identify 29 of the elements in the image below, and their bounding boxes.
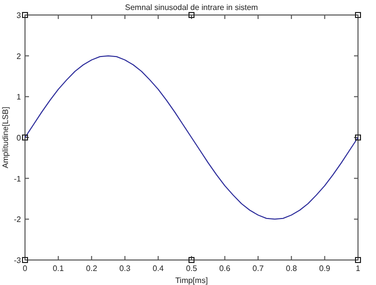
point: [22, 12, 28, 18]
x-tick-label: 0.9: [319, 264, 331, 273]
x-tick-label: 0.3: [119, 264, 132, 273]
y-tick-label: 2: [16, 52, 22, 61]
x-tick-label: 0.4: [152, 264, 164, 273]
x-axis-title: Timp[ms]: [175, 276, 208, 285]
y-tick-label: -1: [14, 174, 22, 184]
y-tick-label: -3: [14, 256, 22, 265]
point: [22, 257, 28, 263]
point: [188, 257, 194, 263]
x-tick-label: 0.6: [219, 264, 231, 273]
x-tick-label: 1: [356, 264, 361, 273]
point: [355, 12, 361, 18]
y-tick-label: 3: [16, 11, 22, 20]
x-tick-label: 0.2: [86, 264, 98, 273]
point: [22, 134, 28, 140]
point: [355, 134, 361, 140]
x-tick-label: 0.5: [186, 264, 198, 273]
point: [355, 257, 361, 263]
y-tick-label: 1: [16, 92, 22, 102]
y-axis-title: Amplitudine[LSB]: [1, 106, 10, 168]
x-tick-label: 0.7: [252, 264, 264, 273]
y-tick-label: 0: [16, 134, 22, 142]
point: [188, 12, 194, 18]
chart-title: Semnal sinusodal de intrare in sistem: [125, 3, 258, 12]
x-tick-label: 0.8: [286, 264, 298, 273]
x-tick-label: 0.1: [52, 264, 64, 273]
y-tick-label: -2: [14, 215, 22, 224]
x-tick-label: 0: [22, 264, 28, 273]
